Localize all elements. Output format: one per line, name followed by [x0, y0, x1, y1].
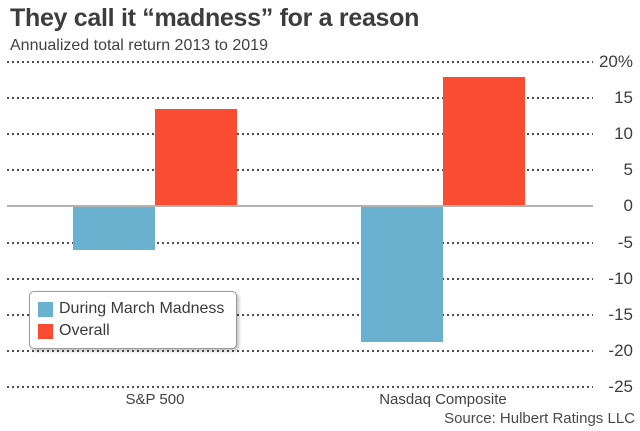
y-tick-label: -5 [617, 232, 633, 252]
y-tick-label: 15 [614, 88, 633, 108]
gridline [7, 349, 593, 352]
bar-during-march-madness [73, 206, 155, 250]
bar-during-march-madness [361, 206, 443, 343]
bar-overall [443, 77, 525, 207]
y-tick-label: -20 [608, 340, 633, 360]
gridline [7, 386, 593, 388]
legend-item: Overall [38, 320, 224, 342]
legend-label: Overall [59, 322, 110, 339]
gridline [7, 277, 593, 280]
gridline [7, 61, 593, 63]
gridline [7, 133, 593, 136]
y-tick-label: -10 [608, 268, 633, 288]
legend-box: During March Madness Overall [29, 291, 238, 349]
y-tick-label: -15 [608, 304, 633, 324]
chart-subtitle: Annualized total return 2013 to 2019 [10, 37, 268, 54]
y-tick-label: -25 [608, 377, 633, 396]
gridline [7, 169, 593, 172]
source-credit: Source: Hulbert Ratings LLC [444, 410, 635, 427]
zero-gridline [7, 205, 593, 208]
legend-swatch-icon [38, 323, 53, 339]
gridline [7, 313, 593, 316]
legend-label: During March Madness [59, 300, 225, 317]
gridline [7, 241, 593, 244]
chart-title: They call it “madness” for a reason [10, 4, 420, 32]
y-tick-label: 10 [614, 124, 633, 144]
legend-swatch-icon [38, 301, 53, 317]
x-category-label: S&P 500 [125, 391, 185, 408]
y-tick-label: 20% [598, 52, 633, 71]
x-category-label: Nasdaq Composite [379, 391, 507, 408]
y-axis-labels: 20% 15 10 5 0 -5 -10 -15 -20 -25 [598, 52, 635, 396]
y-tick-label: 0 [623, 196, 633, 216]
legend-item: During March Madness [38, 298, 224, 320]
gridline [7, 97, 593, 100]
plot-area [7, 61, 593, 388]
y-tick-label: 5 [623, 160, 633, 180]
bar-overall [155, 108, 237, 207]
